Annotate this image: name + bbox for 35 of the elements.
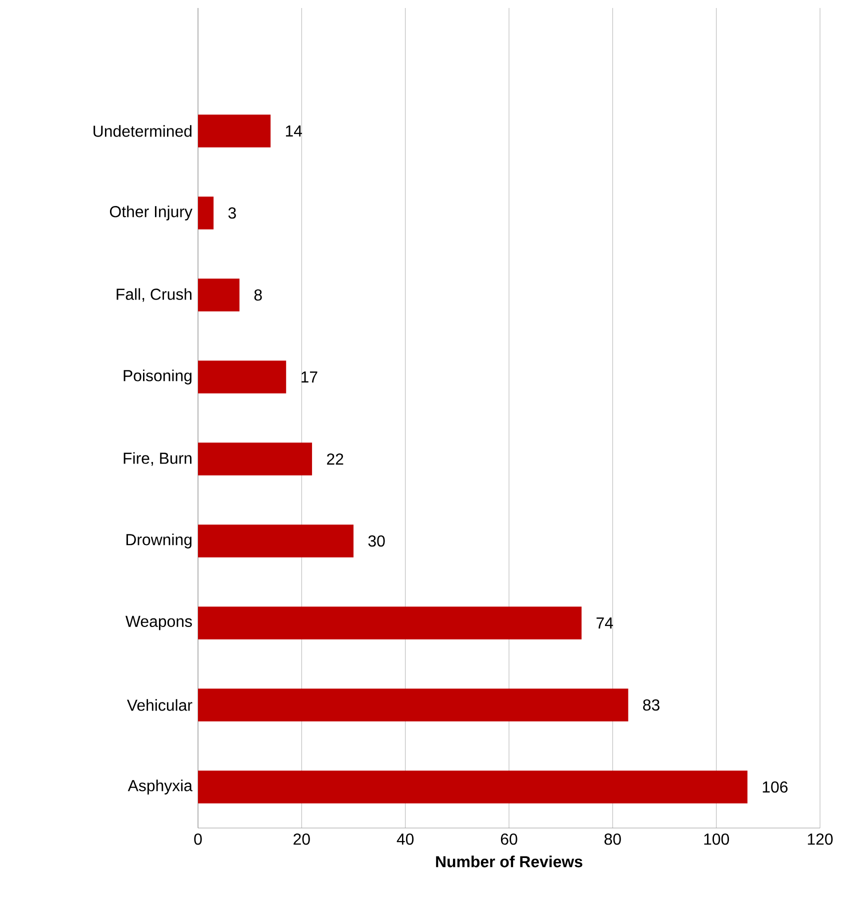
x-tick-label: 20 xyxy=(294,834,310,845)
bar xyxy=(198,196,214,230)
y-tick-label: Fall, Crush xyxy=(116,288,192,302)
y-tick-label: Asphyxia xyxy=(128,780,192,794)
data-label: 14 xyxy=(286,126,302,136)
data-label: 17 xyxy=(302,372,318,382)
x-tick-label: 120 xyxy=(808,834,833,845)
bar xyxy=(198,114,271,148)
y-tick-label: Drowning xyxy=(126,534,192,548)
y-tick-label: Poisoning xyxy=(124,370,192,384)
y-tick-label: Weapons xyxy=(125,616,192,630)
data-label: 3 xyxy=(228,207,236,219)
y-tick-label: Vehicular xyxy=(126,699,192,711)
data-label: 83 xyxy=(643,699,660,711)
bar xyxy=(198,606,582,640)
x-tick-label: 80 xyxy=(604,834,621,845)
bar xyxy=(198,770,748,804)
x-tick-label: 60 xyxy=(500,834,518,845)
data-label: 30 xyxy=(368,535,385,547)
x-axis-title: Number of Reviews xyxy=(436,856,582,868)
y-tick-label: Fire, Burn xyxy=(124,452,192,466)
bar xyxy=(198,278,240,312)
x-tick-label: 0 xyxy=(194,834,202,845)
bar xyxy=(198,524,354,558)
data-label: 22 xyxy=(327,453,344,465)
y-tick-label: Undetermined xyxy=(94,125,192,137)
y-tick-label: Other Injury xyxy=(110,206,192,220)
x-tick-label: 40 xyxy=(396,834,414,845)
x-tick-label: 100 xyxy=(704,834,729,845)
bar xyxy=(198,360,286,394)
data-label: 8 xyxy=(254,289,262,301)
data-label: 106 xyxy=(762,781,788,793)
bar xyxy=(198,442,312,476)
bar xyxy=(198,688,628,722)
data-label: 74 xyxy=(596,618,614,628)
